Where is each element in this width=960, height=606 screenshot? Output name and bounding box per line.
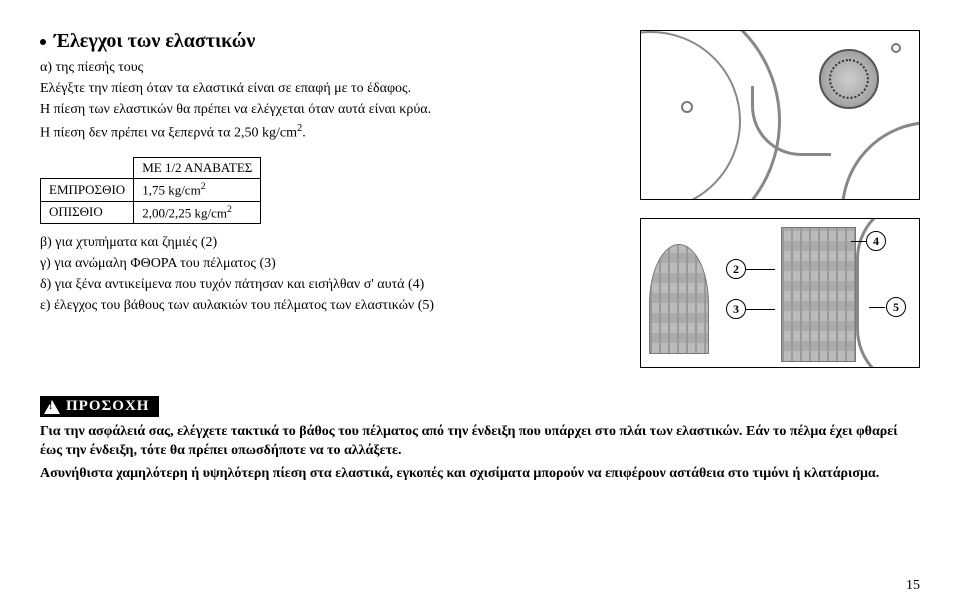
warning-triangle-icon bbox=[44, 400, 60, 414]
intro-line-a: α) της πίεσής τους bbox=[40, 59, 620, 78]
bullet-icon bbox=[40, 39, 46, 45]
table-row: ΕΜΠΡΟΣΘΙΟ 1,75 kg/cm2 bbox=[41, 179, 261, 201]
intro-line-3: Η πίεση δεν πρέπει να ξεπερνά τα 2,50 kg… bbox=[40, 122, 620, 144]
intro-line-3-post: . bbox=[302, 125, 306, 140]
check-d: δ) για ξένα αντικείμενα που τυχόν πάτησα… bbox=[40, 276, 620, 295]
section-heading: Έλεγχοι των ελαστικών bbox=[54, 30, 255, 53]
section-heading-row: Έλεγχοι των ελαστικών bbox=[40, 30, 620, 53]
front-label: ΕΜΠΡΟΣΘΙΟ bbox=[41, 179, 134, 201]
front-value: 1,75 kg/cm2 bbox=[134, 179, 261, 201]
pressure-table: ΜΕ 1/2 ΑΝΑΒΑΤΕΣ ΕΜΠΡΟΣΘΙΟ 1,75 kg/cm2 ΟΠ… bbox=[40, 157, 261, 224]
callout-3: 3 bbox=[726, 299, 746, 319]
callout-5: 5 bbox=[886, 297, 906, 317]
figure-pressure-gauge bbox=[640, 30, 920, 200]
page-number: 15 bbox=[906, 578, 920, 594]
warning-p2: Ασυνήθιστα χαμηλότερη ή υψηλότερη πίεση … bbox=[40, 465, 920, 484]
intro-line-3-pre: Η πίεση δεν πρέπει να ξεπερνά τα 2,50 kg… bbox=[40, 125, 297, 140]
warning-p1: Για την ασφάλειά σας, ελέγχετε τακτικά τ… bbox=[40, 423, 920, 461]
table-header: ΜΕ 1/2 ΑΝΑΒΑΤΕΣ bbox=[134, 158, 261, 179]
callout-2: 2 bbox=[726, 259, 746, 279]
rear-value: 2,00/2,25 kg/cm2 bbox=[134, 201, 261, 223]
check-c: γ) για ανώμαλη ΦΘΟΡΑ του πέλματος (3) bbox=[40, 255, 620, 274]
callout-4: 4 bbox=[866, 231, 886, 251]
warning-label: ΠΡΟΣΟΧΗ bbox=[40, 396, 159, 417]
intro-line-2: Η πίεση των ελαστικών θα πρέπει να ελέγχ… bbox=[40, 101, 620, 120]
table-row: ΟΠΙΣΘΙΟ 2,00/2,25 kg/cm2 bbox=[41, 201, 261, 223]
warning-block: ΠΡΟΣΟΧΗ Για την ασφάλειά σας, ελέγχετε τ… bbox=[40, 396, 920, 484]
rear-label: ΟΠΙΣΘΙΟ bbox=[41, 201, 134, 223]
warning-label-text: ΠΡΟΣΟΧΗ bbox=[66, 398, 149, 415]
intro-line-1: Ελέγξτε την πίεση όταν τα ελαστικά είναι… bbox=[40, 80, 620, 99]
check-e: ε) έλεγχος του βάθους των αυλακιών του π… bbox=[40, 297, 620, 316]
figure-tread-callouts: 2 3 4 5 bbox=[640, 218, 920, 368]
check-b: β) για χτυπήματα και ζημιές (2) bbox=[40, 234, 620, 253]
